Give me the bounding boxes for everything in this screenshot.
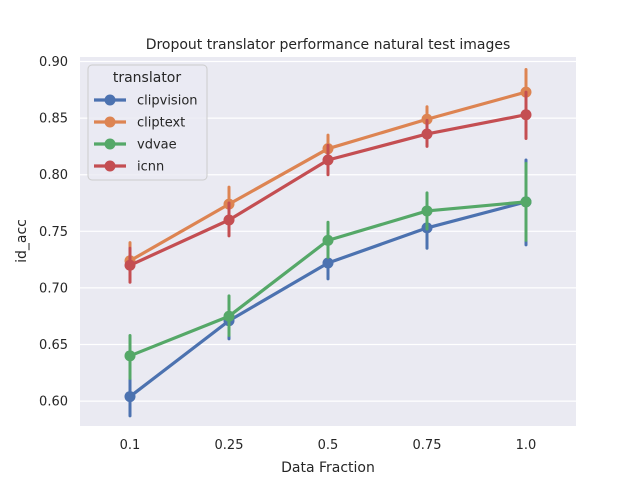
x-tick-label: 0.1 bbox=[120, 438, 141, 453]
data-point bbox=[223, 214, 235, 226]
legend-swatch-marker bbox=[104, 160, 116, 172]
data-point bbox=[124, 259, 136, 271]
data-point bbox=[520, 196, 532, 208]
data-point bbox=[520, 109, 532, 121]
legend-item-icnn: icnn bbox=[94, 160, 164, 175]
data-point bbox=[124, 391, 136, 403]
legend: translator clipvision cliptext vdvae icnn bbox=[87, 64, 208, 181]
data-point bbox=[124, 350, 136, 362]
x-tick-label: 0.75 bbox=[413, 438, 442, 453]
data-point bbox=[421, 128, 433, 140]
legend-label: cliptext bbox=[137, 116, 185, 131]
legend-box bbox=[87, 64, 208, 181]
series-icnn bbox=[124, 90, 532, 284]
legend-label: icnn bbox=[137, 160, 164, 175]
data-point bbox=[223, 310, 235, 322]
x-tick-label: 1.0 bbox=[516, 438, 537, 453]
legend-title: translator bbox=[113, 70, 182, 86]
data-point bbox=[322, 234, 334, 246]
legend-item-clipvision: clipvision bbox=[94, 94, 198, 109]
x-tick-label: 0.5 bbox=[318, 438, 339, 453]
legend-items: clipvision cliptext vdvae icnn bbox=[94, 94, 198, 175]
series-layer bbox=[124, 67, 532, 418]
y-tick-label: 0.85 bbox=[39, 112, 68, 127]
legend-swatch-marker bbox=[104, 94, 116, 106]
legend-item-vdvae: vdvae bbox=[94, 138, 177, 153]
data-point bbox=[421, 205, 433, 217]
legend-label: vdvae bbox=[137, 138, 177, 153]
legend-item-cliptext: cliptext bbox=[94, 116, 185, 131]
x-tick-labels: 0.1 0.25 0.5 0.75 1.0 bbox=[120, 438, 537, 453]
y-tick-label: 0.90 bbox=[39, 55, 68, 70]
y-tick-label: 0.70 bbox=[39, 281, 68, 296]
chart-title: Dropout translator performance natural t… bbox=[146, 37, 511, 53]
x-tick-label: 0.25 bbox=[215, 438, 244, 453]
y-tick-label: 0.75 bbox=[39, 225, 68, 240]
legend-swatch-marker bbox=[104, 138, 116, 150]
y-tick-labels: 0.60 0.65 0.70 0.75 0.80 0.85 0.90 bbox=[39, 55, 68, 410]
y-tick-label: 0.80 bbox=[39, 168, 68, 183]
x-axis-label: Data Fraction bbox=[281, 460, 375, 476]
legend-label: clipvision bbox=[137, 94, 198, 109]
series-vdvae bbox=[124, 161, 532, 380]
y-axis-label: id_acc bbox=[14, 219, 30, 263]
data-point bbox=[322, 154, 334, 166]
gridlines bbox=[80, 60, 576, 402]
y-tick-label: 0.65 bbox=[39, 338, 68, 353]
y-tick-label: 0.60 bbox=[39, 395, 68, 410]
data-point bbox=[322, 257, 334, 269]
legend-swatch-marker bbox=[104, 116, 116, 128]
